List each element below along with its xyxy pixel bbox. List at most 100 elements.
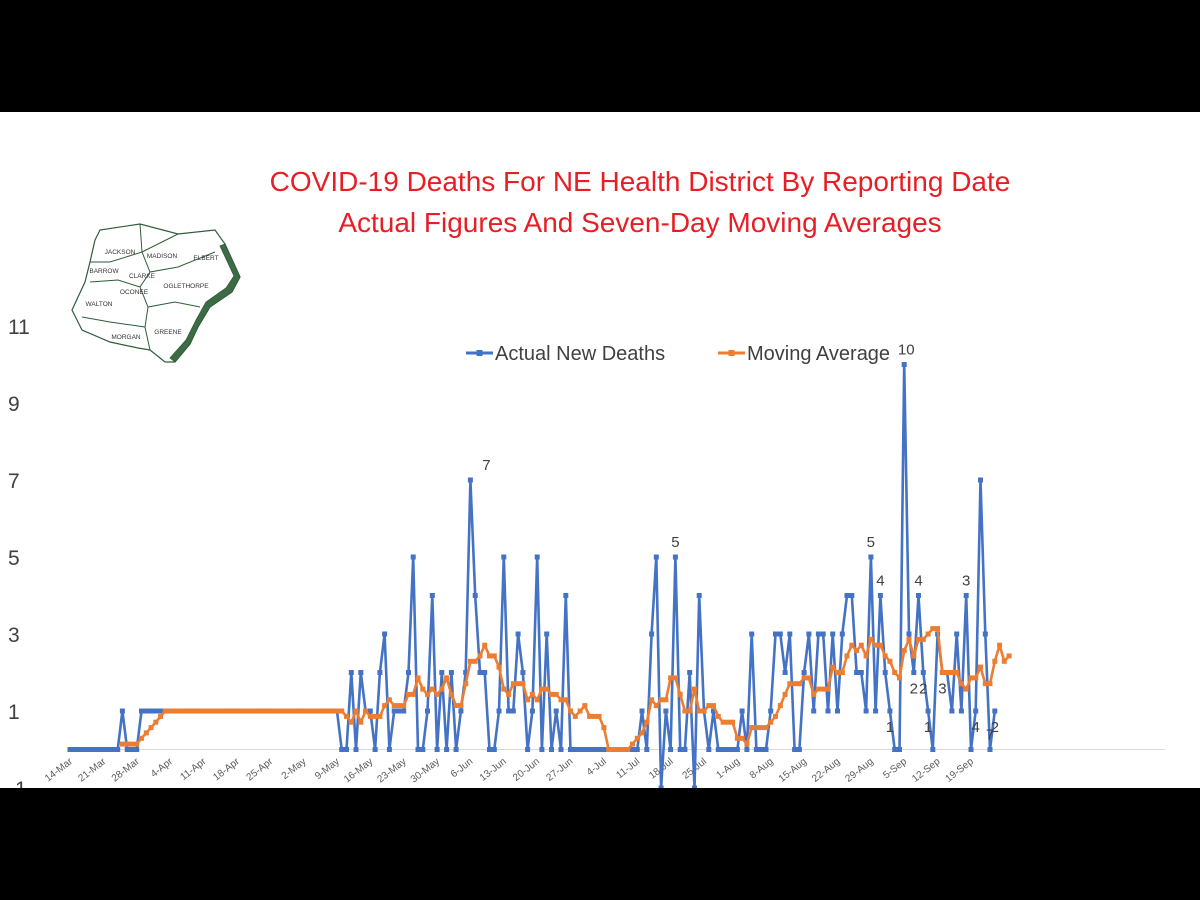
series-line-actual-new-deaths xyxy=(70,363,997,788)
data-point xyxy=(239,708,245,714)
data-point xyxy=(510,708,516,714)
data-label: 4 xyxy=(914,573,922,590)
data-point xyxy=(363,708,369,714)
data-point xyxy=(358,670,364,675)
data-point xyxy=(958,708,964,714)
data-point xyxy=(968,675,974,681)
data-point xyxy=(706,703,712,709)
data-point xyxy=(515,681,521,687)
data-point xyxy=(196,708,202,714)
data-point xyxy=(682,708,688,714)
data-point xyxy=(572,747,578,752)
data-point xyxy=(448,670,454,675)
data-point xyxy=(696,593,702,598)
data-point xyxy=(129,741,135,747)
data-point xyxy=(739,708,745,714)
data-point xyxy=(620,747,626,752)
data-point xyxy=(591,713,597,719)
data-point xyxy=(105,747,111,752)
data-point xyxy=(477,670,483,675)
data-point xyxy=(639,730,645,736)
data-point xyxy=(773,631,778,637)
data-point xyxy=(491,747,497,752)
data-point xyxy=(630,747,635,752)
data-point xyxy=(258,708,264,714)
data-point xyxy=(139,735,144,741)
data-point xyxy=(978,664,983,670)
data-point xyxy=(344,747,349,752)
data-point xyxy=(801,670,807,675)
data-point xyxy=(711,703,716,709)
data-point xyxy=(649,631,655,637)
data-point xyxy=(406,691,411,697)
data-point xyxy=(348,670,354,675)
data-point xyxy=(386,697,392,703)
data-point xyxy=(668,747,674,752)
data-point xyxy=(811,708,817,714)
data-label: 7 xyxy=(986,727,994,744)
x-tick-label: 22-Aug xyxy=(810,756,842,785)
y-tick-label: 1 xyxy=(8,701,20,724)
data-point xyxy=(577,747,583,752)
data-point xyxy=(558,697,564,703)
data-point xyxy=(663,697,669,703)
data-point xyxy=(954,631,960,637)
data-point xyxy=(153,708,159,714)
x-tick-label: 4-Jul xyxy=(585,756,609,778)
x-tick-label: 5-Sep xyxy=(881,756,909,781)
data-point xyxy=(220,708,225,714)
y-tick-label: 11 xyxy=(8,316,30,339)
data-point xyxy=(77,747,82,752)
data-point xyxy=(734,735,740,741)
data-point xyxy=(877,642,883,648)
plot-area: -1135791114-Mar21-Mar28-Mar4-Apr11-Apr18… xyxy=(8,316,1165,788)
data-point xyxy=(410,554,416,560)
data-point xyxy=(367,713,373,719)
data-point xyxy=(644,719,650,725)
data-point xyxy=(715,747,721,752)
data-point xyxy=(358,719,364,725)
county-label: OCONEE xyxy=(120,289,149,296)
data-point xyxy=(920,636,926,642)
data-point xyxy=(649,697,655,703)
data-point xyxy=(835,670,840,675)
data-point xyxy=(982,681,988,687)
data-point xyxy=(792,747,798,752)
data-label: 5 xyxy=(671,534,679,551)
county-label: WALTON xyxy=(86,301,113,308)
data-point xyxy=(930,747,936,752)
data-point xyxy=(911,670,917,675)
data-point xyxy=(501,554,507,560)
data-point xyxy=(272,708,278,714)
data-point xyxy=(520,670,526,675)
data-point xyxy=(949,670,955,675)
data-point xyxy=(897,747,902,752)
x-tick-label: 12-Sep xyxy=(910,756,943,785)
data-point xyxy=(949,708,955,714)
data-label: 3 xyxy=(938,681,946,698)
data-point xyxy=(610,747,616,752)
x-tick-label: 20-Jun xyxy=(511,756,542,783)
chart-title: COVID-19 Deaths For NE Health District B… xyxy=(270,166,1011,197)
data-point xyxy=(572,713,578,719)
data-point xyxy=(725,747,731,752)
data-label: 2 xyxy=(991,719,999,736)
x-tick-label: 13-Jun xyxy=(478,756,509,783)
data-point xyxy=(205,708,211,714)
data-point xyxy=(768,719,774,725)
legend: Actual New Deaths Moving Average xyxy=(466,343,890,365)
y-tick-label: 3 xyxy=(8,624,20,647)
data-label: 4 xyxy=(972,719,980,736)
data-point xyxy=(253,708,259,714)
data-point xyxy=(987,747,993,752)
data-point xyxy=(901,362,907,367)
data-point xyxy=(830,664,836,670)
county-label: MORGAN xyxy=(111,334,141,341)
data-label: 2 xyxy=(919,681,927,698)
data-point xyxy=(897,675,902,681)
county-label: MADISON xyxy=(147,253,178,260)
data-point xyxy=(549,747,554,752)
data-point xyxy=(429,593,435,598)
data-point xyxy=(944,670,950,675)
data-point xyxy=(453,703,459,709)
